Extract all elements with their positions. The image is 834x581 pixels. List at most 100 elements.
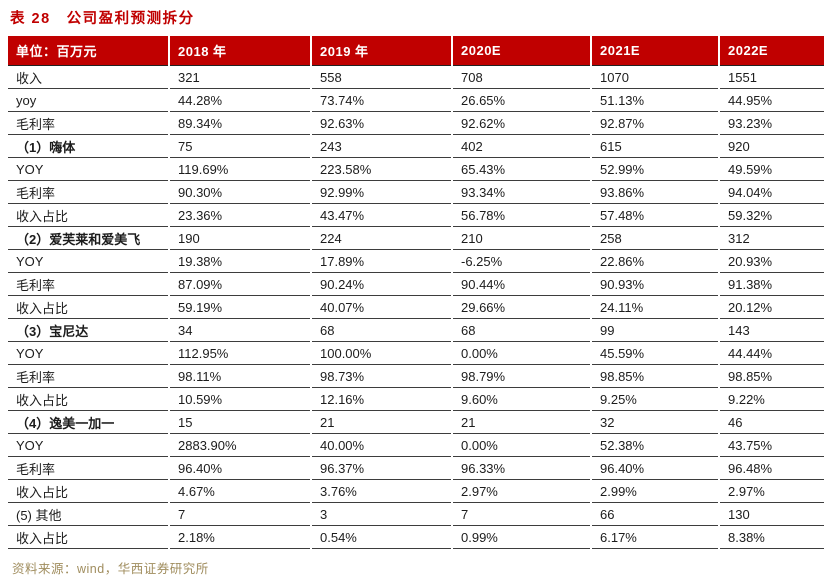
cell-value: 59.32% <box>720 204 824 227</box>
cell-value: 98.85% <box>592 365 718 388</box>
cell-value: 49.59% <box>720 158 824 181</box>
cell-value: 321 <box>170 66 310 89</box>
column-header-2: 2019 年 <box>312 36 451 66</box>
cell-value: 59.19% <box>170 296 310 319</box>
cell-value: 2883.90% <box>170 434 310 457</box>
table-row: 收入占比 23.36% 43.47% 56.78% 57.48% 59.32% <box>8 204 824 227</box>
cell-value: 112.95% <box>170 342 310 365</box>
table-row: 收入 321 558 708 1070 1551 <box>8 66 824 89</box>
cell-value: 210 <box>453 227 590 250</box>
column-header-1: 2018 年 <box>170 36 310 66</box>
cell-value: 29.66% <box>453 296 590 319</box>
cell-value: 45.59% <box>592 342 718 365</box>
row-label: 收入占比 <box>8 526 168 549</box>
cell-value: 224 <box>312 227 451 250</box>
row-label: YOY <box>8 434 168 457</box>
cell-value: 0.99% <box>453 526 590 549</box>
cell-value: 23.36% <box>170 204 310 227</box>
cell-value: 9.25% <box>592 388 718 411</box>
table-row: YOY 2883.90% 40.00% 0.00% 52.38% 43.75% <box>8 434 824 457</box>
cell-value: 130 <box>720 503 824 526</box>
cell-value: 73.74% <box>312 89 451 112</box>
column-header-4: 2021E <box>592 36 718 66</box>
cell-value: 96.37% <box>312 457 451 480</box>
cell-value: 8.38% <box>720 526 824 549</box>
row-label: （1）嗨体 <box>8 135 168 158</box>
cell-value: 0.00% <box>453 434 590 457</box>
cell-value: 91.38% <box>720 273 824 296</box>
cell-value: 9.22% <box>720 388 824 411</box>
cell-value: 93.23% <box>720 112 824 135</box>
cell-value: 96.33% <box>453 457 590 480</box>
cell-value: 34 <box>170 319 310 342</box>
cell-value: 615 <box>592 135 718 158</box>
row-label: 毛利率 <box>8 112 168 135</box>
table-row: （4）逸美一加一 15 21 21 32 46 <box>8 411 824 434</box>
row-label: 毛利率 <box>8 457 168 480</box>
cell-value: 40.07% <box>312 296 451 319</box>
cell-value: 3 <box>312 503 451 526</box>
cell-value: 24.11% <box>592 296 718 319</box>
cell-value: 100.00% <box>312 342 451 365</box>
cell-value: 0.00% <box>453 342 590 365</box>
row-label: （2）爱芙莱和爱美飞 <box>8 227 168 250</box>
cell-value: 43.47% <box>312 204 451 227</box>
cell-value: 22.86% <box>592 250 718 273</box>
table-row: 毛利率 90.30% 92.99% 93.34% 93.86% 94.04% <box>8 181 824 204</box>
cell-value: 44.95% <box>720 89 824 112</box>
cell-value: 32 <box>592 411 718 434</box>
cell-value: 44.28% <box>170 89 310 112</box>
table-title: 表 28 公司盈利预测拆分 <box>10 11 195 27</box>
cell-value: 90.30% <box>170 181 310 204</box>
table-row: （1）嗨体 75 243 402 615 920 <box>8 135 824 158</box>
cell-value: 7 <box>170 503 310 526</box>
cell-value: 96.48% <box>720 457 824 480</box>
row-label: 毛利率 <box>8 365 168 388</box>
column-header-0: 单位：百万元 <box>8 36 168 66</box>
cell-value: 1551 <box>720 66 824 89</box>
cell-value: 90.93% <box>592 273 718 296</box>
row-label: 收入 <box>8 66 168 89</box>
cell-value: 93.34% <box>453 181 590 204</box>
cell-value: 0.54% <box>312 526 451 549</box>
table-row: 收入占比 2.18% 0.54% 0.99% 6.17% 8.38% <box>8 526 824 549</box>
cell-value: 98.79% <box>453 365 590 388</box>
cell-value: 4.67% <box>170 480 310 503</box>
row-label: 收入占比 <box>8 204 168 227</box>
row-label: YOY <box>8 250 168 273</box>
cell-value: 92.87% <box>592 112 718 135</box>
cell-value: 92.63% <box>312 112 451 135</box>
cell-value: 3.76% <box>312 480 451 503</box>
cell-value: 190 <box>170 227 310 250</box>
cell-value: 52.38% <box>592 434 718 457</box>
cell-value: 51.13% <box>592 89 718 112</box>
cell-value: 6.17% <box>592 526 718 549</box>
cell-value: 10.59% <box>170 388 310 411</box>
row-label: yoy <box>8 89 168 112</box>
cell-value: 2.97% <box>453 480 590 503</box>
cell-value: 19.38% <box>170 250 310 273</box>
table-row: 收入占比 4.67% 3.76% 2.97% 2.99% 2.97% <box>8 480 824 503</box>
source-note: 资料来源：wind，华西证券研究所 <box>12 562 209 576</box>
table-row: (5) 其他 7 3 7 66 130 <box>8 503 824 526</box>
cell-value: 44.44% <box>720 342 824 365</box>
cell-value: 66 <box>592 503 718 526</box>
cell-value: 20.93% <box>720 250 824 273</box>
row-label: （3）宝尼达 <box>8 319 168 342</box>
cell-value: 52.99% <box>592 158 718 181</box>
cell-value: 920 <box>720 135 824 158</box>
row-label: 毛利率 <box>8 181 168 204</box>
cell-value: 68 <box>453 319 590 342</box>
cell-value: 57.48% <box>592 204 718 227</box>
cell-value: 26.65% <box>453 89 590 112</box>
cell-value: 94.04% <box>720 181 824 204</box>
cell-value: 12.16% <box>312 388 451 411</box>
column-header-3: 2020E <box>453 36 590 66</box>
cell-value: 40.00% <box>312 434 451 457</box>
cell-value: 15 <box>170 411 310 434</box>
row-label: 收入占比 <box>8 296 168 319</box>
cell-value: 56.78% <box>453 204 590 227</box>
cell-value: 1070 <box>592 66 718 89</box>
cell-value: 20.12% <box>720 296 824 319</box>
